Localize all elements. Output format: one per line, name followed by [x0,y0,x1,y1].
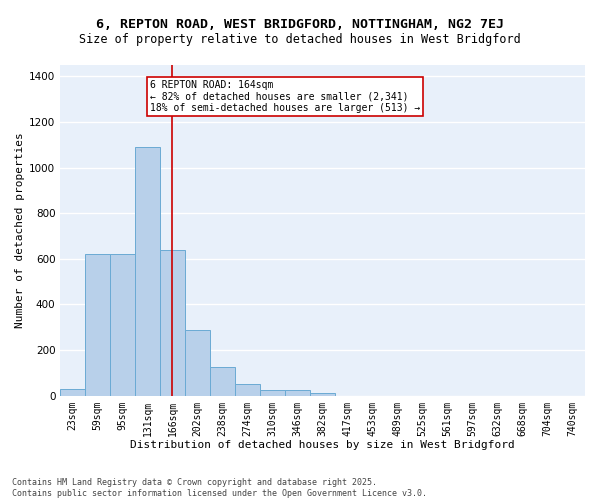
Bar [135,147,160,396]
Text: 6, REPTON ROAD, WEST BRIDGFORD, NOTTINGHAM, NG2 7EJ: 6, REPTON ROAD, WEST BRIDGFORD, NOTTINGH… [96,18,504,30]
Bar [235,384,260,396]
Bar [60,389,85,396]
Bar [285,390,310,396]
Y-axis label: Number of detached properties: Number of detached properties [15,132,25,328]
Bar [185,330,210,396]
Text: Contains HM Land Registry data © Crown copyright and database right 2025.
Contai: Contains HM Land Registry data © Crown c… [12,478,427,498]
Bar [110,254,135,396]
Bar [210,367,235,396]
Bar [260,390,285,396]
Bar [85,254,110,396]
Text: Size of property relative to detached houses in West Bridgford: Size of property relative to detached ho… [79,32,521,46]
Text: 6 REPTON ROAD: 164sqm
← 82% of detached houses are smaller (2,341)
18% of semi-d: 6 REPTON ROAD: 164sqm ← 82% of detached … [150,80,421,113]
Bar [160,250,185,396]
X-axis label: Distribution of detached houses by size in West Bridgford: Distribution of detached houses by size … [130,440,515,450]
Bar [310,394,335,396]
